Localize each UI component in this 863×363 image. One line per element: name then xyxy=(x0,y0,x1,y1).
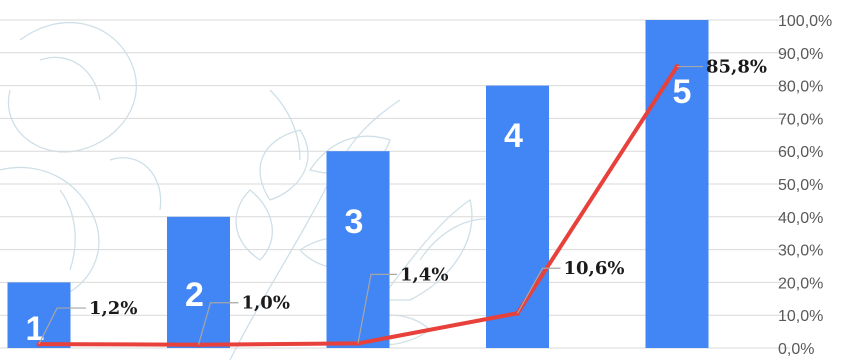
y-axis: 0,0% 10,0% 20,0% 30,0% 40,0% 50,0% 60,0% 70,0% 8… xyxy=(778,13,832,358)
y-tick-label: 70,0% xyxy=(778,111,823,128)
y-tick-label: 30,0% xyxy=(778,243,823,260)
bar xyxy=(167,216,230,348)
bar-label: 2 xyxy=(185,276,204,314)
y-tick-label: 20,0% xyxy=(778,275,823,292)
data-label: 10,6% xyxy=(564,258,625,279)
y-tick-label: 0,0% xyxy=(778,341,814,358)
y-tick-label: 80,0% xyxy=(778,79,823,96)
bar xyxy=(326,151,390,348)
leader-line xyxy=(38,307,86,345)
data-label: 1,4% xyxy=(400,264,448,285)
y-tick-label: 90,0% xyxy=(778,46,823,63)
y-tick-label: 40,0% xyxy=(778,210,823,227)
data-label: 85,8% xyxy=(706,57,767,78)
data-label: 1,2% xyxy=(89,298,137,319)
leader-line xyxy=(516,267,561,314)
data-labels: 1 2 3 4 5 1,2% 1,0% 1,4% 10,6% 85,8% xyxy=(26,57,767,348)
bar-label: 3 xyxy=(345,203,364,241)
leader-line xyxy=(357,273,397,344)
bar-series xyxy=(7,20,709,348)
bar-label: 4 xyxy=(504,117,523,155)
bar-label: 5 xyxy=(673,73,692,111)
data-label: 1,0% xyxy=(242,293,290,314)
bar xyxy=(486,85,549,348)
bar xyxy=(7,282,71,348)
bar xyxy=(645,20,709,348)
y-tick-label: 10,0% xyxy=(778,308,823,325)
y-tick-label: 100,0% xyxy=(778,13,832,30)
y-tick-label: 60,0% xyxy=(778,144,823,161)
leader-line xyxy=(197,302,239,345)
y-tick-label: 50,0% xyxy=(778,177,823,194)
bar-label: 1 xyxy=(26,310,45,348)
